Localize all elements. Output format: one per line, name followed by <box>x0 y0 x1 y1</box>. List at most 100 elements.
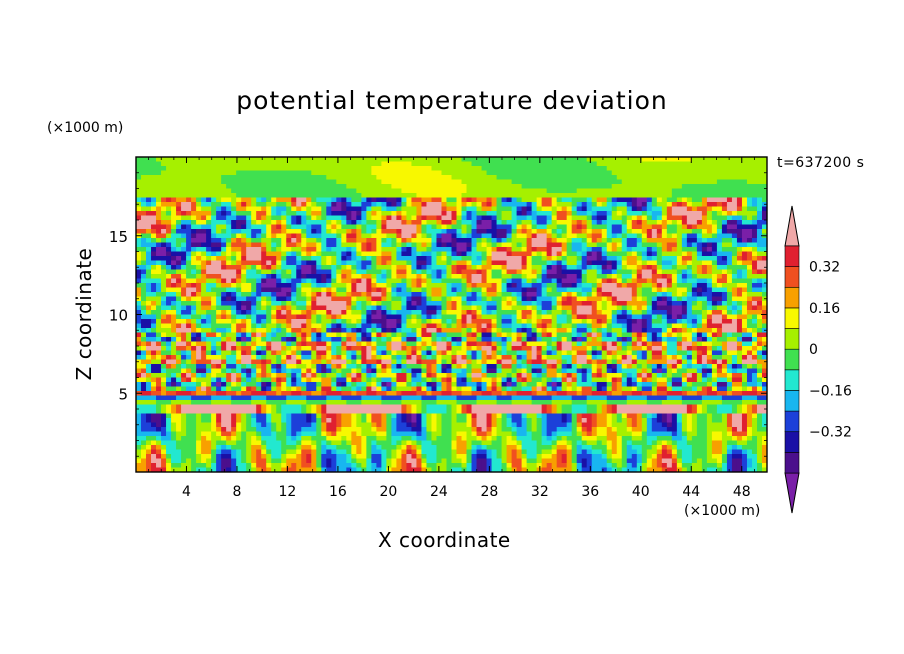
heatmap-cell <box>366 166 372 172</box>
heatmap-cell <box>226 287 232 293</box>
heatmap-cell <box>661 323 668 329</box>
heatmap-cell <box>241 314 247 320</box>
heatmap-cell <box>706 314 713 320</box>
heatmap-cell <box>376 157 382 163</box>
heatmap-cell <box>146 296 152 302</box>
heatmap-cell <box>646 314 653 320</box>
heatmap-cell <box>341 278 347 284</box>
heatmap-cell <box>136 251 142 257</box>
heatmap-cell <box>461 211 468 217</box>
heatmap-cell <box>726 175 733 181</box>
heatmap-cell <box>621 292 628 298</box>
heatmap-cell <box>301 328 307 334</box>
heatmap-cell <box>666 328 673 334</box>
heatmap-cell <box>166 287 172 293</box>
heatmap-cell <box>736 256 743 262</box>
heatmap-cell <box>506 305 513 311</box>
heatmap-cell <box>701 274 708 280</box>
heatmap-cell <box>666 269 673 275</box>
heatmap-cell <box>546 260 553 266</box>
heatmap-cell <box>506 287 513 293</box>
heatmap-cell <box>271 314 277 320</box>
heatmap-cell <box>536 251 543 257</box>
heatmap-cell <box>666 206 673 212</box>
heatmap-cell <box>406 193 413 199</box>
heatmap-cell <box>296 215 302 221</box>
heatmap-cell <box>166 242 172 248</box>
heatmap-cell <box>736 175 743 181</box>
heatmap-cell <box>561 274 568 280</box>
heatmap-cell <box>461 179 468 185</box>
heatmap-cell <box>726 202 733 208</box>
heatmap-cell <box>436 206 443 212</box>
heatmap-cell <box>716 215 723 221</box>
heatmap-cell <box>451 166 458 172</box>
heatmap-cell <box>576 242 583 248</box>
heatmap-cell <box>556 251 563 257</box>
heatmap-cell <box>186 175 192 181</box>
heatmap-cell <box>626 224 633 230</box>
heatmap-cell <box>286 256 292 262</box>
heatmap-cell <box>711 220 718 226</box>
heatmap-cell <box>696 265 703 271</box>
heatmap-cell <box>251 184 257 190</box>
heatmap-cell <box>441 310 448 316</box>
heatmap-cell <box>706 251 713 257</box>
heatmap-cell <box>546 328 553 334</box>
heatmap-cell <box>586 260 593 266</box>
heatmap-cell <box>476 292 483 298</box>
heatmap-cell <box>261 247 267 253</box>
heatmap-cell <box>506 314 513 320</box>
heatmap-cell <box>391 314 398 320</box>
heatmap-cell <box>696 301 703 307</box>
heatmap-cell <box>621 170 628 176</box>
heatmap-cell <box>246 296 252 302</box>
heatmap-cell <box>351 233 357 239</box>
heatmap-cell <box>136 305 142 311</box>
heatmap-cell <box>606 188 613 194</box>
heatmap-cell <box>371 251 377 257</box>
heatmap-cell <box>561 314 568 320</box>
heatmap-cell <box>461 170 468 176</box>
heatmap-cell <box>466 229 473 235</box>
heatmap-cell <box>596 202 603 208</box>
heatmap-cell <box>216 229 222 235</box>
heatmap-cell <box>491 242 498 248</box>
heatmap-cell <box>656 278 663 284</box>
heatmap-cell <box>586 328 593 334</box>
heatmap-cell <box>711 301 718 307</box>
heatmap-cell <box>361 193 367 199</box>
heatmap-cell <box>666 179 673 185</box>
heatmap-cell <box>516 184 523 190</box>
heatmap-cell <box>216 256 222 262</box>
heatmap-cell <box>411 251 418 257</box>
heatmap-cell <box>446 305 453 311</box>
heatmap-cell <box>656 238 663 244</box>
heatmap-cell <box>236 274 242 280</box>
heatmap-cell <box>181 319 187 325</box>
heatmap-cell <box>521 319 528 325</box>
heatmap-cell <box>456 332 463 338</box>
heatmap-cell <box>676 247 683 253</box>
heatmap-cell <box>476 265 483 271</box>
heatmap-cell <box>301 179 307 185</box>
heatmap-cell <box>651 242 658 248</box>
heatmap-cell <box>611 274 618 280</box>
heatmap-cell <box>681 301 688 307</box>
heatmap-cell <box>741 188 748 194</box>
heatmap-cell <box>256 238 262 244</box>
heatmap-cell <box>166 269 172 275</box>
heatmap-cell <box>626 314 633 320</box>
heatmap-cell <box>681 233 688 239</box>
heatmap-cell <box>441 184 448 190</box>
heatmap-cell <box>751 287 758 293</box>
heatmap-cell <box>501 215 508 221</box>
heatmap-cell <box>571 161 578 167</box>
heatmap-cell <box>231 328 237 334</box>
heatmap-cell <box>461 251 468 257</box>
heatmap-cell <box>301 170 307 176</box>
heatmap-cell <box>711 161 718 167</box>
heatmap-cell <box>416 256 423 262</box>
heatmap-cell <box>356 256 362 262</box>
heatmap-cell <box>636 274 643 280</box>
